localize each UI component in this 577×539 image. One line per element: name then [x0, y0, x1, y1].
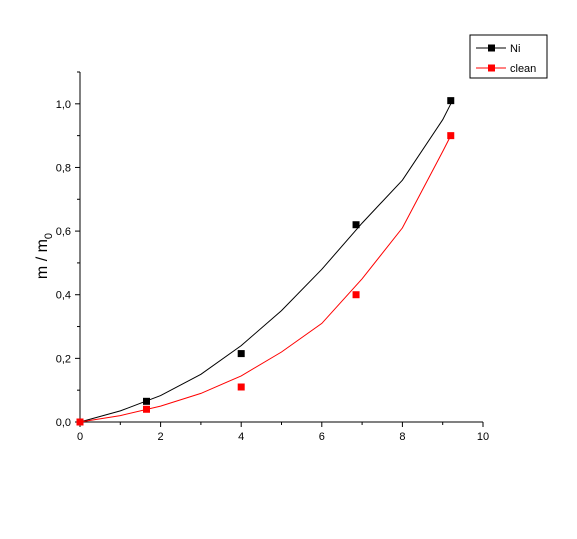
y-tick-label: 0,4	[56, 290, 71, 302]
x-tick-label: 8	[399, 431, 405, 443]
legend: Ni clean	[469, 34, 548, 79]
y-axis-label: m / m0	[34, 233, 55, 279]
series-ni-point	[352, 221, 360, 229]
legend-box	[469, 34, 548, 79]
axes: 0 2 4 6 8 10 0,0 0,2 0,4 0,6 0,8 1,0	[56, 71, 489, 443]
y-tick-label: 0,8	[56, 162, 71, 174]
y-axis-label-main: m / m	[34, 239, 51, 279]
y-tick-label: 0,0	[56, 417, 71, 429]
legend-clean-label: clean	[510, 63, 536, 75]
x-tick-label: 6	[319, 431, 325, 443]
series-clean-point	[352, 291, 360, 299]
series-clean-point	[142, 405, 150, 413]
x-tick-label: 0	[77, 431, 83, 443]
series-ni-point	[237, 350, 245, 358]
x-tick-label: 2	[158, 431, 164, 443]
x-tick-label: 10	[477, 431, 489, 443]
series-clean-point	[76, 418, 84, 426]
y-tick-label: 0,2	[56, 353, 71, 365]
legend-ni-label: Ni	[510, 43, 520, 55]
y-tick-label: 0,6	[56, 226, 71, 238]
series-layer	[76, 97, 455, 426]
series-ni-fit-line	[79, 103, 452, 423]
y-tick-label: 1,0	[56, 99, 71, 111]
legend-clean-marker	[488, 64, 495, 72]
series-clean-point	[237, 383, 245, 391]
series-ni-point	[447, 97, 455, 105]
series-ni-point	[142, 397, 150, 405]
series-clean-fit-line	[79, 135, 452, 423]
x-tick-label: 4	[238, 431, 244, 443]
legend-ni-marker	[488, 44, 495, 52]
series-clean-point	[447, 132, 455, 140]
y-axis-label-subscript: 0	[43, 233, 55, 239]
